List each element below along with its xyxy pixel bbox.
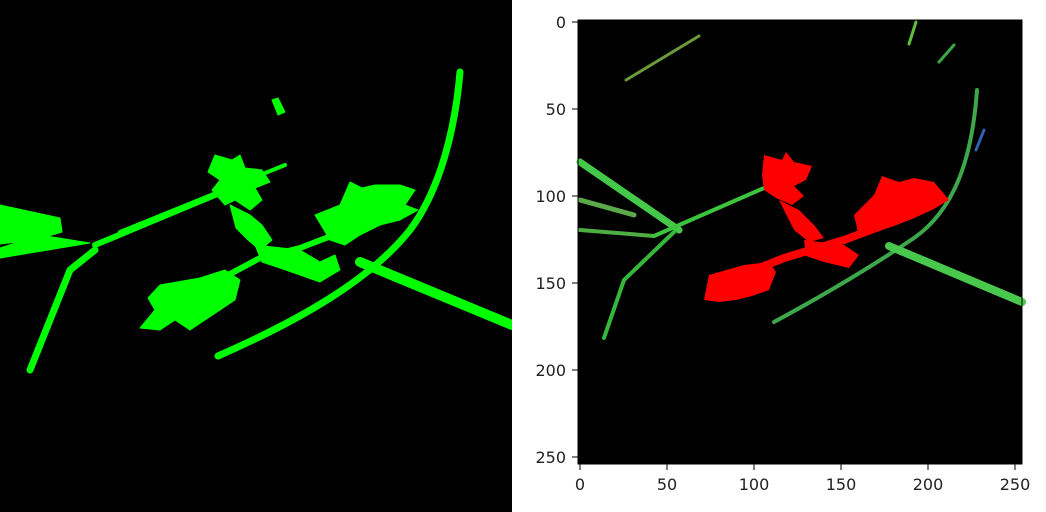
- mask-leaf-top: [207, 154, 271, 211]
- mask-stem-right: [355, 257, 512, 330]
- mask-stem-b: [26, 246, 99, 374]
- segmentation-mask-panel: [0, 0, 512, 512]
- y-tick-label: 0: [556, 13, 566, 32]
- y-tick-label: 150: [535, 274, 566, 293]
- mask-image: [0, 68, 512, 374]
- mask-fragment: [271, 97, 286, 116]
- mask-arc-stem: [214, 68, 464, 360]
- mask-leaf-mid: [229, 204, 273, 251]
- y-axis: 0 50 100 150 200 250: [535, 13, 578, 467]
- x-tick-label: 0: [575, 475, 585, 494]
- plot-area: [578, 20, 1022, 464]
- x-axis: 0 50 100 150 200 250: [575, 464, 1030, 494]
- mask-main-stem: [197, 207, 403, 293]
- plot-frame: [577, 19, 1023, 465]
- x-tick-label: 150: [826, 475, 857, 494]
- overlay-green-stems: [576, 20, 1026, 340]
- x-tick-label: 200: [913, 475, 944, 494]
- x-tick-label: 100: [739, 475, 770, 494]
- y-tick-label: 200: [535, 361, 566, 380]
- y-tick-label: 100: [535, 187, 566, 206]
- y-tick-label: 250: [535, 448, 566, 467]
- mask-leaf-left-2: [0, 234, 91, 259]
- overlay-plot: 0 50 100 150 200 250 0 50 100 150 200 25…: [535, 13, 1030, 494]
- x-tick-label: 250: [1000, 475, 1031, 494]
- overlay-plot-figure: 0 50 100 150 200 250 0 50 100 150 200 25…: [514, 0, 1046, 512]
- x-tick-label: 50: [657, 475, 677, 494]
- overlay-red-plant: [704, 152, 949, 302]
- y-tick-label: 50: [546, 100, 566, 119]
